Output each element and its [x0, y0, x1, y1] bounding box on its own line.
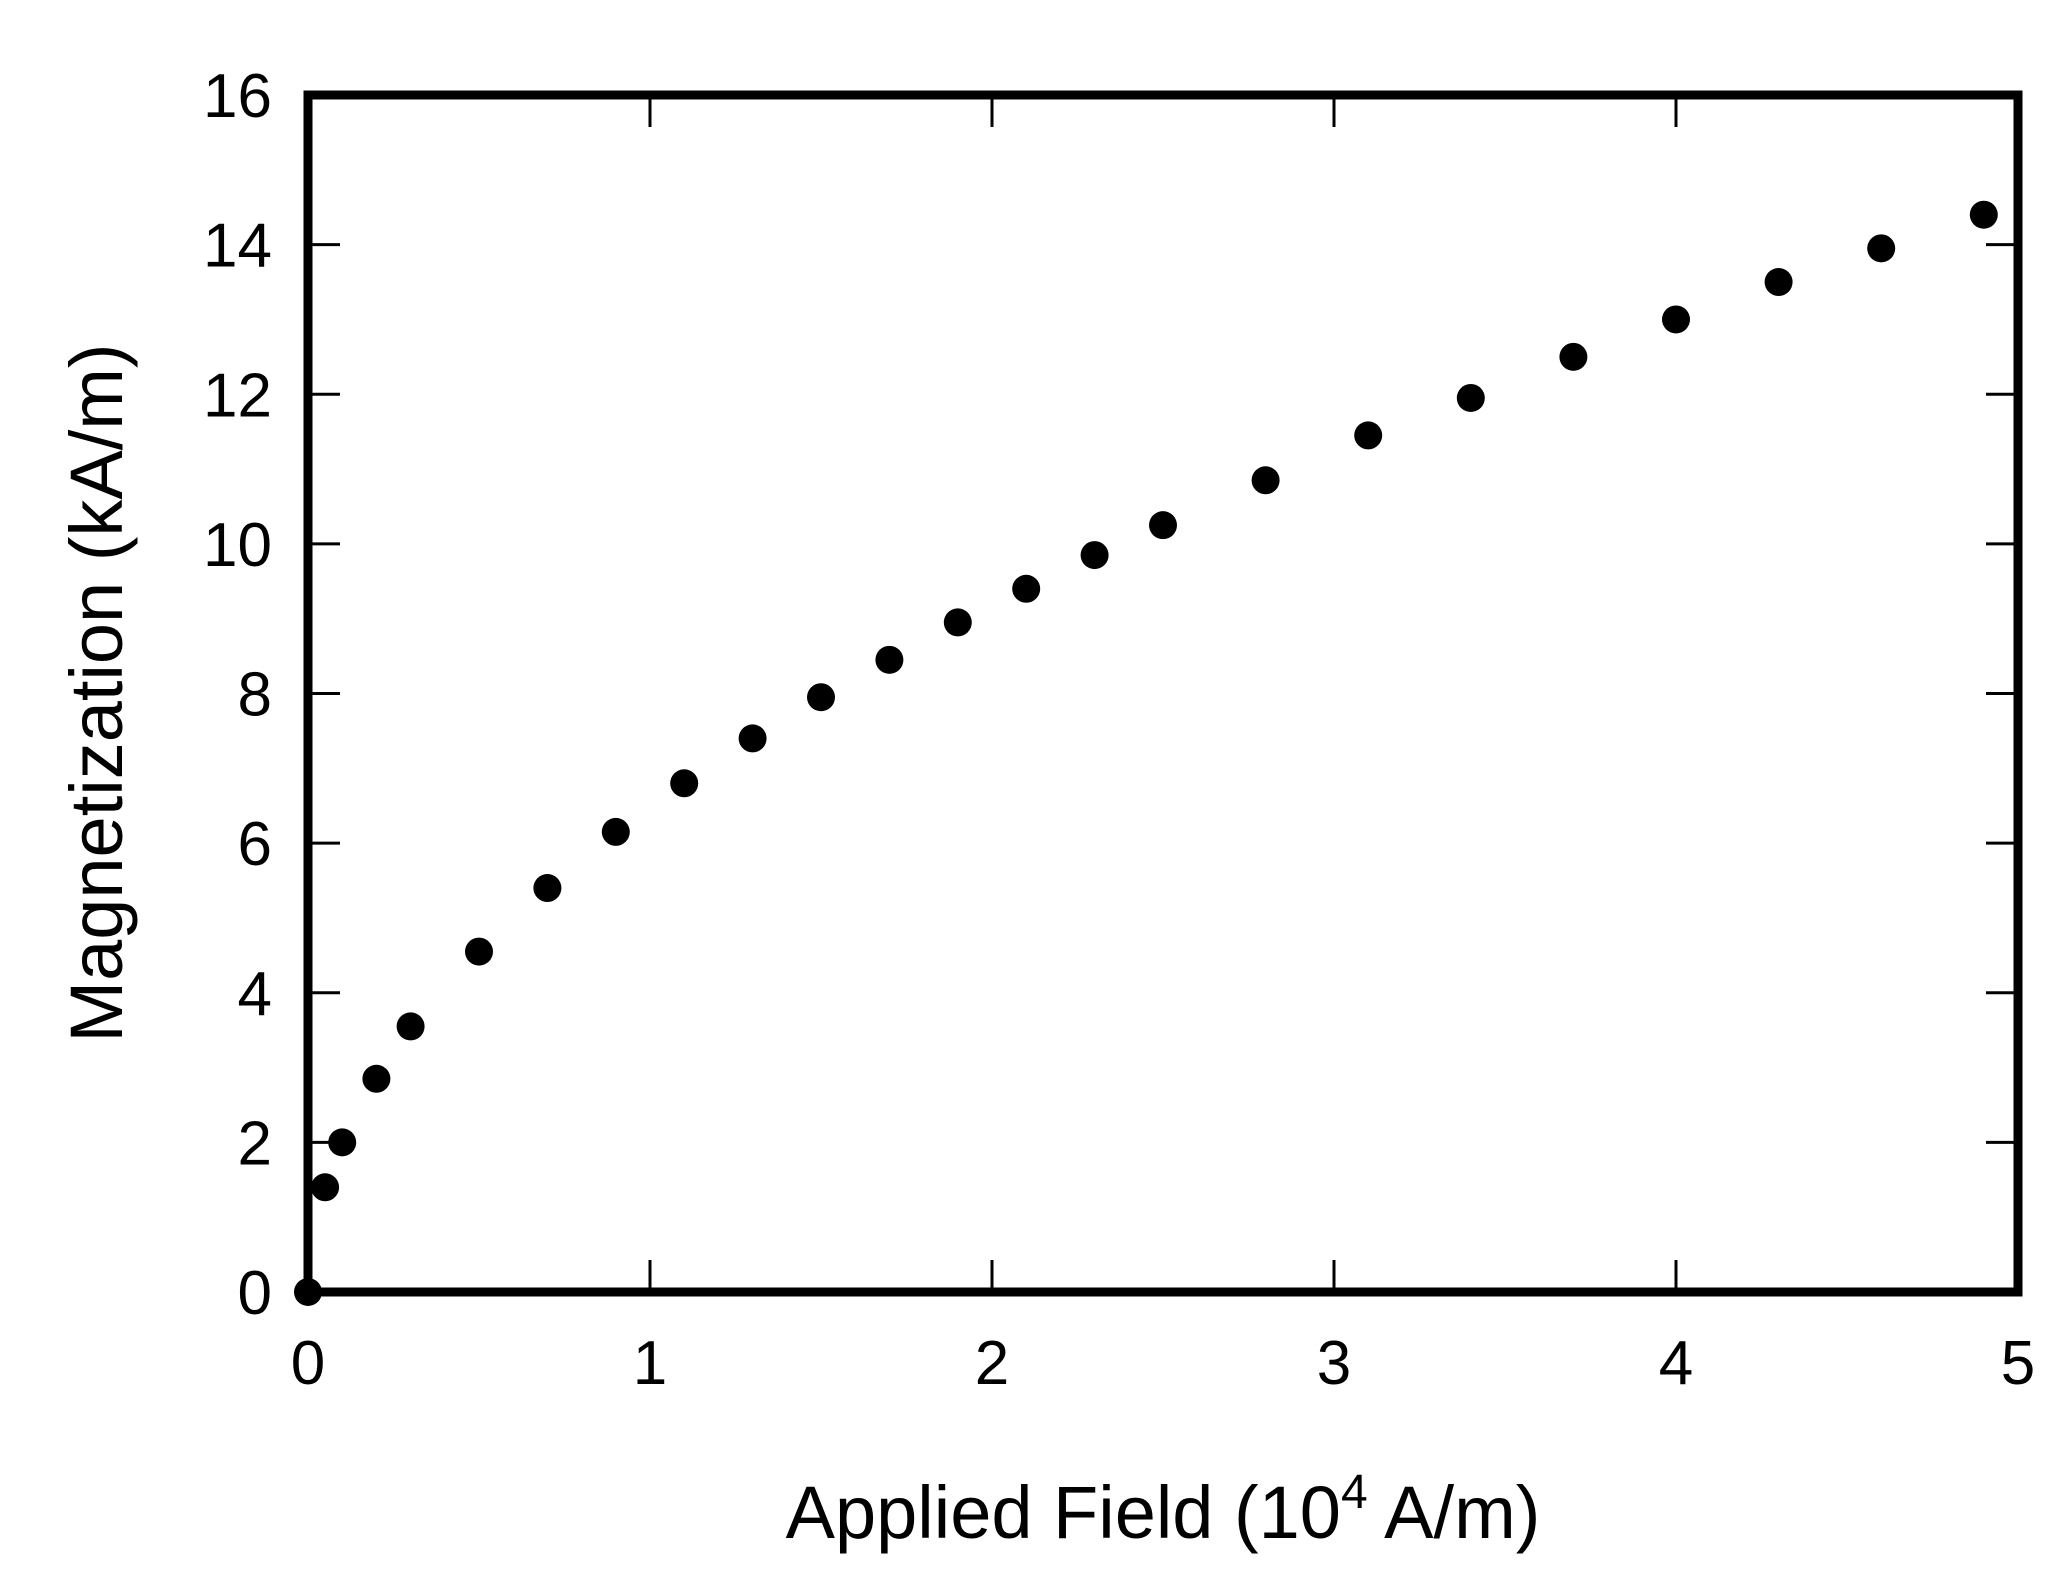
y-tick-label: 16 [203, 62, 272, 131]
data-point [601, 817, 630, 846]
data-point [1012, 574, 1041, 603]
data-point [1149, 511, 1177, 540]
data-point [533, 874, 562, 903]
x-tick-label: 0 [291, 1329, 325, 1398]
data-point [1662, 305, 1690, 334]
data-point [465, 937, 493, 966]
data-point [1251, 466, 1280, 495]
data-point [396, 1012, 425, 1041]
y-tick-label: 8 [238, 661, 272, 730]
y-axis-label: Magnetization (kA/m) [55, 343, 138, 1042]
y-tick-label: 12 [203, 361, 272, 430]
y-tick-label: 14 [203, 212, 272, 281]
data-point [1354, 421, 1383, 450]
y-tick-label: 2 [238, 1109, 272, 1178]
data-point [875, 645, 904, 674]
data-point [1559, 342, 1588, 371]
x-tick-label: 3 [1317, 1329, 1351, 1398]
y-tick-label: 4 [238, 960, 272, 1029]
data-point [1080, 541, 1109, 570]
y-tick-label: 0 [238, 1259, 272, 1328]
data-point [362, 1064, 391, 1093]
x-tick-label: 4 [1659, 1329, 1693, 1398]
data-point [807, 683, 835, 712]
data-point [1969, 200, 1998, 229]
x-tick-label: 5 [2001, 1329, 2035, 1398]
y-tick-label: 6 [238, 810, 272, 879]
data-points [294, 200, 1998, 1306]
data-point [1456, 383, 1485, 412]
x-tick-label: 1 [633, 1329, 667, 1398]
data-point [943, 608, 972, 637]
axis-ticks [306, 93, 2020, 1294]
plot-frame [303, 90, 2023, 1297]
x-tick-label: 2 [975, 1329, 1009, 1398]
data-point [738, 724, 767, 753]
data-point [670, 769, 699, 798]
data-point [1764, 268, 1793, 297]
data-point [311, 1173, 340, 1202]
y-tick-label: 10 [203, 511, 272, 580]
x-axis-label: Applied Field (104 A/m) [786, 1466, 1541, 1554]
data-point [328, 1128, 357, 1157]
data-point [1867, 234, 1896, 263]
